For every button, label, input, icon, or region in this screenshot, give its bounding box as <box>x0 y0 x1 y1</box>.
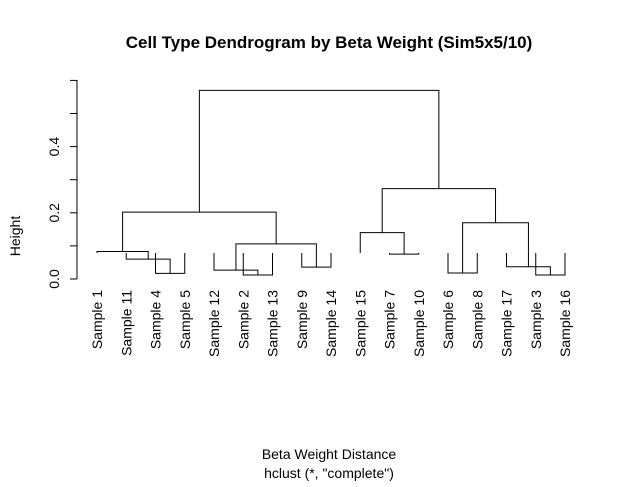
leaf-label: Sample 11 <box>118 290 134 356</box>
dendrogram-link <box>96 251 149 260</box>
leaf-label: Sample 10 <box>411 290 427 357</box>
chart-title: Cell Type Dendrogram by Beta Weight (Sim… <box>126 33 533 52</box>
leaf-label: Sample 3 <box>528 290 544 349</box>
leaf-label: Sample 14 <box>323 290 339 357</box>
dendrogram-link <box>359 232 405 255</box>
leaf-label: Sample 4 <box>148 290 164 349</box>
y-tick-label: 0.2 <box>46 203 62 223</box>
dendrogram-link <box>381 188 497 233</box>
leaf-label: Sample 1 <box>89 290 105 349</box>
y-axis: 0.0 0.2 0.4 <box>46 79 78 289</box>
leaf-label: Sample 5 <box>177 290 193 349</box>
leaf-label: Sample 16 <box>557 290 573 357</box>
y-tick-label: 0.0 <box>46 269 62 289</box>
dendrogram-link <box>462 222 529 274</box>
dendrogram-link <box>122 211 277 252</box>
x-axis-label: Beta Weight Distance <box>262 446 397 462</box>
leaf-label: Sample 7 <box>382 290 398 349</box>
leaf-label: Sample 13 <box>265 290 281 357</box>
dendrogram-link <box>198 89 440 213</box>
y-tick-label: 0.4 <box>46 137 62 157</box>
leaf-label: Sample 6 <box>440 290 456 349</box>
leaf-label: Sample 9 <box>294 290 310 349</box>
dendrogram-links <box>96 89 566 276</box>
leaf-label: Sample 17 <box>499 290 515 357</box>
leaf-label: Sample 15 <box>352 290 368 357</box>
x-axis-sub-label: hclust (*, "complete") <box>264 465 394 481</box>
leaf-labels: Sample 1 Sample 11 Sample 4 Sample 5 Sample … <box>89 290 573 357</box>
leaf-label: Sample 12 <box>206 290 222 357</box>
leaf-label: Sample 8 <box>469 290 485 349</box>
leaf-label: Sample 2 <box>235 290 251 349</box>
dendrogram-link <box>235 243 317 271</box>
y-axis-label: Height <box>7 216 23 257</box>
